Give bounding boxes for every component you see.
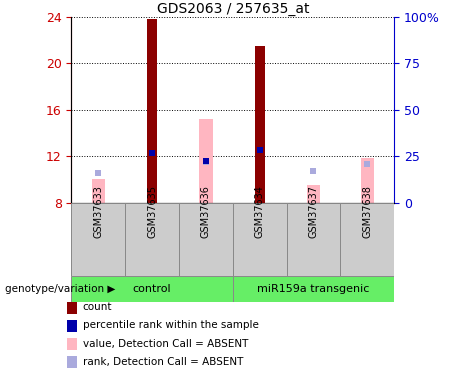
Text: percentile rank within the sample: percentile rank within the sample bbox=[83, 321, 259, 330]
Bar bbox=[199, 119, 213, 202]
Text: rank, Detection Call = ABSENT: rank, Detection Call = ABSENT bbox=[83, 357, 243, 366]
Text: miR159a transgenic: miR159a transgenic bbox=[257, 284, 370, 294]
Text: value, Detection Call = ABSENT: value, Detection Call = ABSENT bbox=[83, 339, 248, 348]
Bar bbox=[287, 202, 340, 276]
Text: control: control bbox=[133, 284, 171, 294]
Bar bbox=[71, 202, 125, 276]
Bar bbox=[340, 202, 394, 276]
Text: GSM37634: GSM37634 bbox=[254, 185, 265, 238]
Bar bbox=[179, 202, 233, 276]
Title: GDS2063 / 257635_at: GDS2063 / 257635_at bbox=[157, 2, 309, 16]
Bar bbox=[361, 158, 374, 203]
Bar bbox=[255, 46, 265, 203]
Text: GSM37635: GSM37635 bbox=[147, 184, 157, 238]
Bar bbox=[148, 19, 157, 203]
Bar bbox=[92, 179, 105, 203]
Bar bbox=[71, 276, 233, 302]
Text: GSM37636: GSM37636 bbox=[201, 185, 211, 238]
Text: count: count bbox=[83, 303, 112, 312]
Bar bbox=[233, 276, 394, 302]
Bar bbox=[307, 185, 320, 202]
Text: GSM37638: GSM37638 bbox=[362, 185, 372, 238]
Text: GSM37633: GSM37633 bbox=[93, 185, 103, 238]
Bar bbox=[125, 202, 179, 276]
Text: GSM37637: GSM37637 bbox=[308, 184, 319, 238]
Text: genotype/variation ▶: genotype/variation ▶ bbox=[5, 284, 115, 294]
Bar bbox=[233, 202, 287, 276]
